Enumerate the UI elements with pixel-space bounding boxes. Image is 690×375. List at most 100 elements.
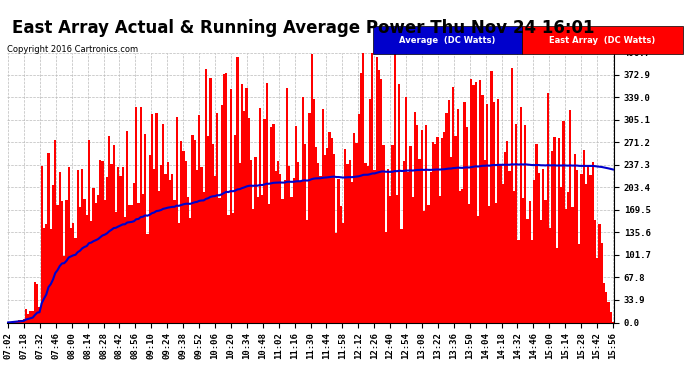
Bar <box>346 164 348 322</box>
Text: Average  (DC Watts): Average (DC Watts) <box>399 36 495 45</box>
Bar <box>486 104 488 322</box>
Bar <box>121 167 124 322</box>
Bar <box>497 99 500 322</box>
Bar <box>227 215 230 322</box>
Bar <box>39 307 41 322</box>
Bar <box>14 321 16 322</box>
Bar <box>533 180 535 322</box>
Bar <box>468 204 470 322</box>
Bar <box>587 165 589 322</box>
Bar <box>70 228 72 322</box>
Bar <box>573 154 576 322</box>
Bar <box>200 167 203 322</box>
Bar <box>407 172 409 322</box>
Bar <box>243 111 245 322</box>
Bar <box>475 82 477 322</box>
Bar <box>52 184 54 322</box>
Bar <box>416 125 418 322</box>
Bar <box>524 125 526 322</box>
Bar <box>41 166 43 322</box>
Bar <box>284 180 286 322</box>
Bar <box>488 206 491 322</box>
Bar <box>328 132 331 322</box>
Bar <box>578 244 580 322</box>
Bar <box>101 161 104 322</box>
Bar <box>353 133 355 322</box>
Bar <box>308 113 310 322</box>
Bar <box>315 147 317 322</box>
Bar <box>540 220 542 322</box>
Bar <box>18 320 21 322</box>
Bar <box>241 84 243 322</box>
Bar <box>526 219 529 322</box>
Bar <box>571 207 573 322</box>
Bar <box>178 223 180 322</box>
Bar <box>61 201 63 322</box>
Bar <box>221 105 223 322</box>
Bar <box>92 188 95 322</box>
Bar <box>48 153 50 322</box>
Bar <box>405 97 407 322</box>
Bar <box>34 282 36 322</box>
Bar <box>513 191 515 322</box>
Bar <box>30 311 32 322</box>
Bar <box>306 220 308 322</box>
Bar <box>366 166 369 322</box>
Bar <box>344 149 346 322</box>
Bar <box>403 161 405 322</box>
Bar <box>223 74 225 322</box>
Bar <box>180 141 182 322</box>
Bar <box>95 203 97 322</box>
Bar <box>560 187 562 322</box>
Bar <box>128 205 130 322</box>
Bar <box>68 167 70 322</box>
Bar <box>317 164 319 322</box>
Bar <box>97 195 99 322</box>
Bar <box>502 184 504 322</box>
Bar <box>45 224 48 322</box>
Bar <box>607 302 609 322</box>
Bar <box>59 172 61 322</box>
Bar <box>12 321 14 322</box>
Bar <box>484 160 486 322</box>
Bar <box>225 73 227 322</box>
Bar <box>522 26 683 54</box>
Bar <box>108 136 110 322</box>
Bar <box>414 112 416 322</box>
Bar <box>500 165 502 322</box>
Bar <box>162 123 164 322</box>
Bar <box>209 78 212 322</box>
Bar <box>245 88 248 322</box>
Bar <box>266 82 268 322</box>
Bar <box>491 71 493 322</box>
Bar <box>117 166 119 322</box>
Bar <box>198 115 200 322</box>
Bar <box>110 164 112 322</box>
Bar <box>369 99 371 322</box>
Bar <box>398 84 400 322</box>
Bar <box>230 90 232 322</box>
Bar <box>144 134 146 322</box>
Bar <box>302 97 304 322</box>
Bar <box>212 144 214 322</box>
Bar <box>63 256 66 322</box>
Bar <box>171 174 173 322</box>
Bar <box>148 155 151 322</box>
Bar <box>273 124 275 322</box>
Bar <box>66 200 68 322</box>
Bar <box>290 197 293 322</box>
Bar <box>112 145 115 322</box>
Bar <box>520 107 522 322</box>
Bar <box>99 160 101 322</box>
Bar <box>482 95 484 322</box>
Bar <box>115 211 117 322</box>
Bar <box>88 140 90 322</box>
Bar <box>495 202 497 322</box>
Bar <box>130 205 133 322</box>
Bar <box>452 87 455 322</box>
Bar <box>319 176 322 322</box>
Bar <box>324 155 326 322</box>
Bar <box>173 200 175 322</box>
Bar <box>264 119 266 322</box>
Bar <box>207 135 209 322</box>
